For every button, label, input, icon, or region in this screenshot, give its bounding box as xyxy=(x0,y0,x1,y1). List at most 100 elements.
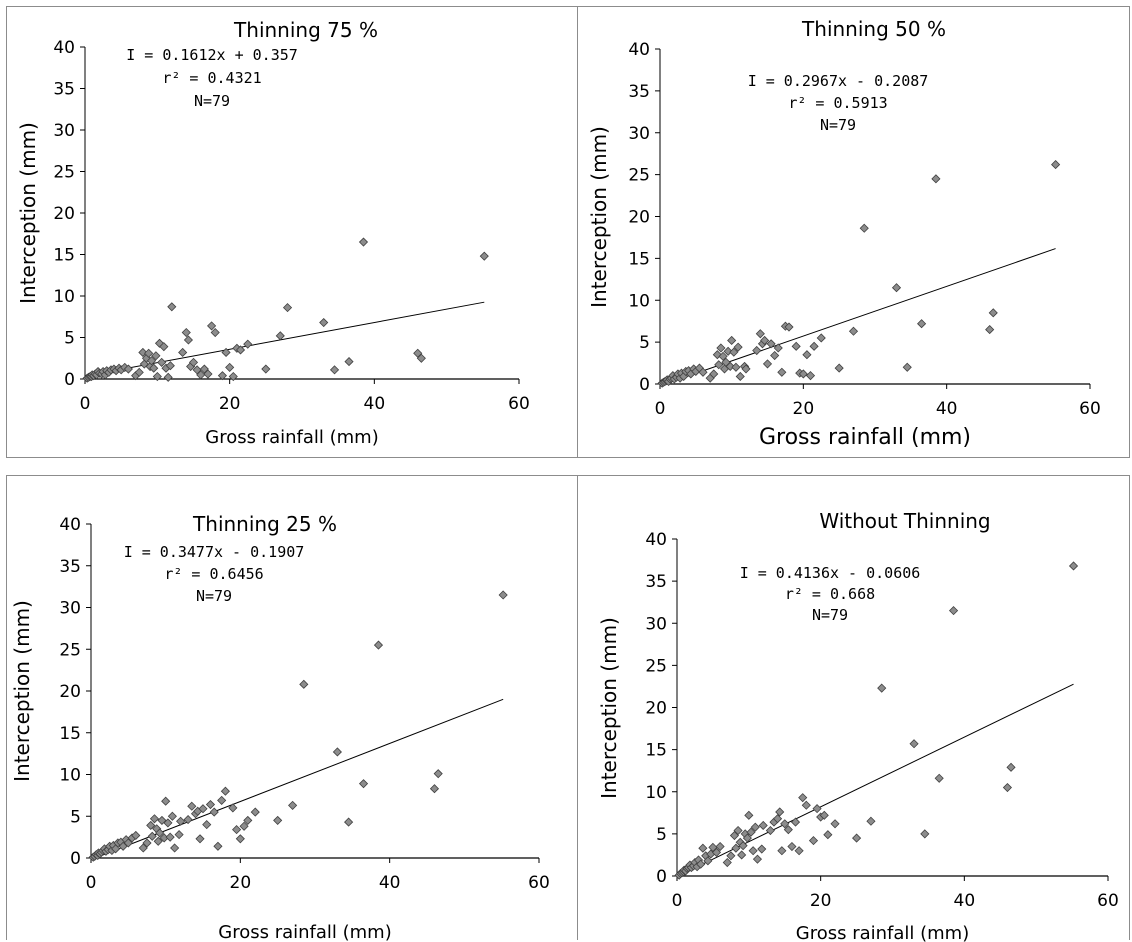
data-point xyxy=(891,283,902,293)
data-point xyxy=(167,811,177,821)
data-point xyxy=(711,847,722,857)
y-tick-label: 30 xyxy=(59,599,81,619)
data-point xyxy=(696,859,706,869)
y-axis-label: Interception (mm) xyxy=(597,617,621,799)
x-axis-label: Gross rainfall (mm) xyxy=(205,427,379,448)
data-point xyxy=(909,739,919,749)
data-point xyxy=(1068,561,1079,571)
y-tick-label: 35 xyxy=(53,80,75,100)
chart-title: Without Thinning xyxy=(819,509,990,533)
x-axis-label: Gross rainfall (mm) xyxy=(796,923,970,942)
data-point xyxy=(859,223,869,233)
data-point xyxy=(731,362,741,372)
data-point xyxy=(429,784,440,794)
data-point xyxy=(715,841,725,852)
data-point xyxy=(358,237,369,247)
data-point xyxy=(199,364,209,374)
y-tick-label: 10 xyxy=(645,783,667,803)
data-point xyxy=(149,363,159,373)
data-point xyxy=(416,353,426,363)
data-point xyxy=(138,843,148,853)
data-point xyxy=(210,327,220,338)
data-point xyxy=(733,825,743,836)
data-point xyxy=(934,773,944,783)
data-point xyxy=(988,308,998,318)
chart-panel-thinning-50: 0 5 10 15 20 25 30 35 40 0 20 40 60 Thinning 50 % I = … xyxy=(577,6,1130,458)
y-tick-label: 0 xyxy=(70,849,81,869)
x-tick-label: 40 xyxy=(936,399,958,419)
data-point xyxy=(275,331,285,341)
chart-panel-without-thinning: 0 5 10 15 20 25 30 35 40 0 20 40 60 Without Thinning I… xyxy=(577,475,1130,942)
data-point xyxy=(877,683,887,693)
data-point xyxy=(757,844,767,854)
data-point xyxy=(299,679,309,689)
r-squared-label: r² = 0.668 xyxy=(785,585,875,603)
y-tick-label: 15 xyxy=(53,246,75,266)
scatter-plot: 0 5 10 15 20 25 30 35 40 0 20 40 60 Without Thinning I… xyxy=(597,509,1119,942)
scatter-plot: 0 5 10 15 20 25 30 35 40 0 20 40 60 Thinning 50 % I = … xyxy=(587,17,1101,450)
data-point xyxy=(134,367,144,377)
data-point xyxy=(181,327,191,338)
data-point xyxy=(741,364,751,374)
y-tick-label: 25 xyxy=(628,166,650,186)
data-point xyxy=(791,341,801,351)
data-point xyxy=(762,359,773,369)
y-tick-label: 10 xyxy=(628,291,650,311)
data-point xyxy=(157,357,167,367)
y-tick-label: 35 xyxy=(645,572,667,592)
data-point xyxy=(161,796,171,806)
data-point xyxy=(750,822,760,832)
data-point xyxy=(225,362,235,372)
chart-title: Thinning 75 % xyxy=(233,18,378,42)
data-point xyxy=(235,345,246,355)
data-point xyxy=(198,804,208,814)
x-tick-label: 0 xyxy=(672,891,683,911)
data-point xyxy=(142,838,152,848)
data-point xyxy=(790,817,801,827)
y-tick-label: 30 xyxy=(53,121,75,141)
data-point xyxy=(170,843,180,853)
trendline xyxy=(94,698,504,859)
y-tick-label: 5 xyxy=(70,807,81,827)
data-point xyxy=(801,800,811,810)
data-point xyxy=(819,810,829,820)
data-point xyxy=(809,341,819,351)
regression-equation: I = 0.2967x - 0.2087 xyxy=(748,72,929,90)
data-point xyxy=(780,819,790,829)
data-point xyxy=(722,857,732,868)
data-point xyxy=(738,841,748,851)
y-tick-label: 20 xyxy=(53,204,75,224)
x-axis-label: Gross rainfall (mm) xyxy=(218,922,392,942)
trendline xyxy=(664,248,1056,385)
data-point xyxy=(207,321,217,331)
y-tick-label: 25 xyxy=(59,640,81,660)
data-point xyxy=(1002,782,1012,793)
data-point xyxy=(703,856,713,866)
r-squared-label: r² = 0.5913 xyxy=(788,94,887,112)
y-tick-label: 30 xyxy=(628,124,650,144)
data-point xyxy=(718,351,728,361)
data-point xyxy=(479,251,489,261)
y-tick-label: 15 xyxy=(645,741,667,761)
data-point xyxy=(752,854,763,864)
data-point xyxy=(288,800,298,810)
data-point xyxy=(373,640,384,650)
data-point xyxy=(319,317,329,328)
y-tick-label: 25 xyxy=(645,656,667,676)
scatter-plot: 0 5 10 15 20 25 30 35 40 0 20 40 60 Thinning 25 % I = … xyxy=(10,512,550,942)
data-point xyxy=(165,361,175,371)
x-tick-label: 20 xyxy=(219,394,241,414)
data-point xyxy=(773,814,783,824)
data-point xyxy=(723,346,733,356)
data-point xyxy=(752,345,762,356)
data-point xyxy=(830,819,840,829)
x-tick-label: 60 xyxy=(508,394,530,414)
data-point xyxy=(748,846,758,856)
data-point xyxy=(812,804,822,814)
data-point xyxy=(163,372,173,382)
data-point xyxy=(213,841,223,851)
data-point xyxy=(178,347,188,358)
data-point xyxy=(823,830,833,840)
y-tick-label: 5 xyxy=(639,333,650,353)
data-point xyxy=(766,339,776,349)
